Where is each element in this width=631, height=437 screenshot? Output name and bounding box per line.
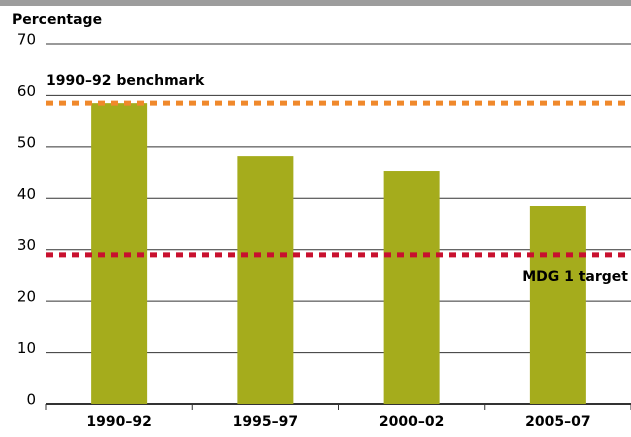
x-tick-label: 2000–02 [379, 414, 444, 430]
y-tick-label: 40 [17, 185, 36, 203]
y-tick-label: 50 [17, 133, 36, 151]
y-tick-label: 30 [17, 236, 36, 254]
y-tick-label: 0 [26, 391, 36, 409]
reference-label: MDG 1 target [522, 269, 628, 285]
x-tick-label: 1990–92 [86, 414, 151, 430]
reference-label: 1990–92 benchmark [46, 73, 205, 89]
y-tick-label: 60 [17, 82, 36, 100]
bar [529, 206, 586, 404]
y-axis-label: Percentage [12, 12, 102, 28]
bar [383, 171, 440, 404]
x-tick-label: 2005–07 [525, 414, 590, 430]
y-tick-label: 70 [17, 31, 36, 49]
y-tick-label: 20 [17, 288, 36, 306]
top-stripe [0, 0, 631, 6]
x-tick-label: 1995–97 [233, 414, 298, 430]
bar [237, 156, 294, 404]
y-tick-label: 10 [17, 339, 36, 357]
